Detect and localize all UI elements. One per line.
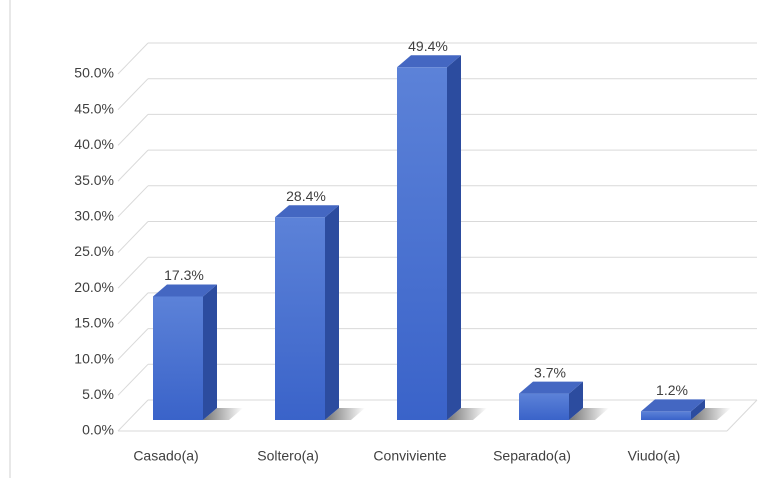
bar-side (569, 381, 583, 420)
grid-line (117, 363, 149, 396)
y-tick-label: 0.0% (82, 422, 114, 438)
x-tick-label: Viudo(a) (628, 448, 681, 464)
grid-line (117, 221, 149, 253)
x-tick-label: Casado(a) (133, 448, 198, 464)
bar-side (325, 205, 339, 420)
y-tick-label: 5.0% (82, 386, 114, 402)
bar-top (153, 284, 217, 297)
grid-line (117, 42, 149, 75)
bar-side (691, 399, 705, 420)
x-tick-label: Soltero(a) (257, 448, 318, 464)
y-tick-label: 50.0% (74, 65, 114, 81)
grid-line (117, 256, 149, 289)
y-tick-label: 20.0% (74, 279, 114, 295)
bar (153, 296, 203, 420)
grid-line (117, 149, 149, 182)
grid-line (117, 114, 149, 146)
x-tick-label: Conviviente (373, 448, 446, 464)
grid-line (117, 328, 149, 360)
floor-edge (726, 399, 758, 432)
x-tick-label: Separado(a) (493, 448, 571, 464)
value-label: 49.4% (408, 38, 448, 54)
bar-shadow (203, 408, 243, 420)
bar-shadow (569, 408, 609, 420)
bar (519, 393, 569, 420)
bar-top (397, 55, 461, 68)
bar-top (519, 381, 583, 394)
bar-shadow (691, 408, 731, 420)
value-label: 17.3% (164, 267, 204, 283)
y-tick-label: 40.0% (74, 136, 114, 152)
bar-shadow (447, 408, 487, 420)
value-label: 1.2% (656, 382, 688, 398)
bar-shadow (325, 408, 365, 420)
y-tick-label: 10.0% (74, 350, 114, 366)
y-tick-label: 30.0% (74, 208, 114, 224)
grid-line (117, 78, 149, 111)
y-tick-label: 45.0% (74, 100, 114, 116)
bar-side (447, 55, 461, 421)
bar (275, 217, 325, 420)
bar-top (641, 399, 705, 412)
grid-line (117, 185, 149, 218)
bar (641, 411, 691, 420)
bar-side (203, 284, 217, 420)
y-tick-label: 15.0% (74, 315, 114, 331)
bar (397, 67, 447, 420)
bar-top (275, 205, 339, 218)
grid-line (117, 399, 149, 432)
value-label: 28.4% (286, 188, 326, 204)
grid-line (117, 292, 149, 325)
y-tick-label: 25.0% (74, 243, 114, 259)
value-label: 3.7% (534, 364, 566, 380)
y-tick-label: 35.0% (74, 172, 114, 188)
